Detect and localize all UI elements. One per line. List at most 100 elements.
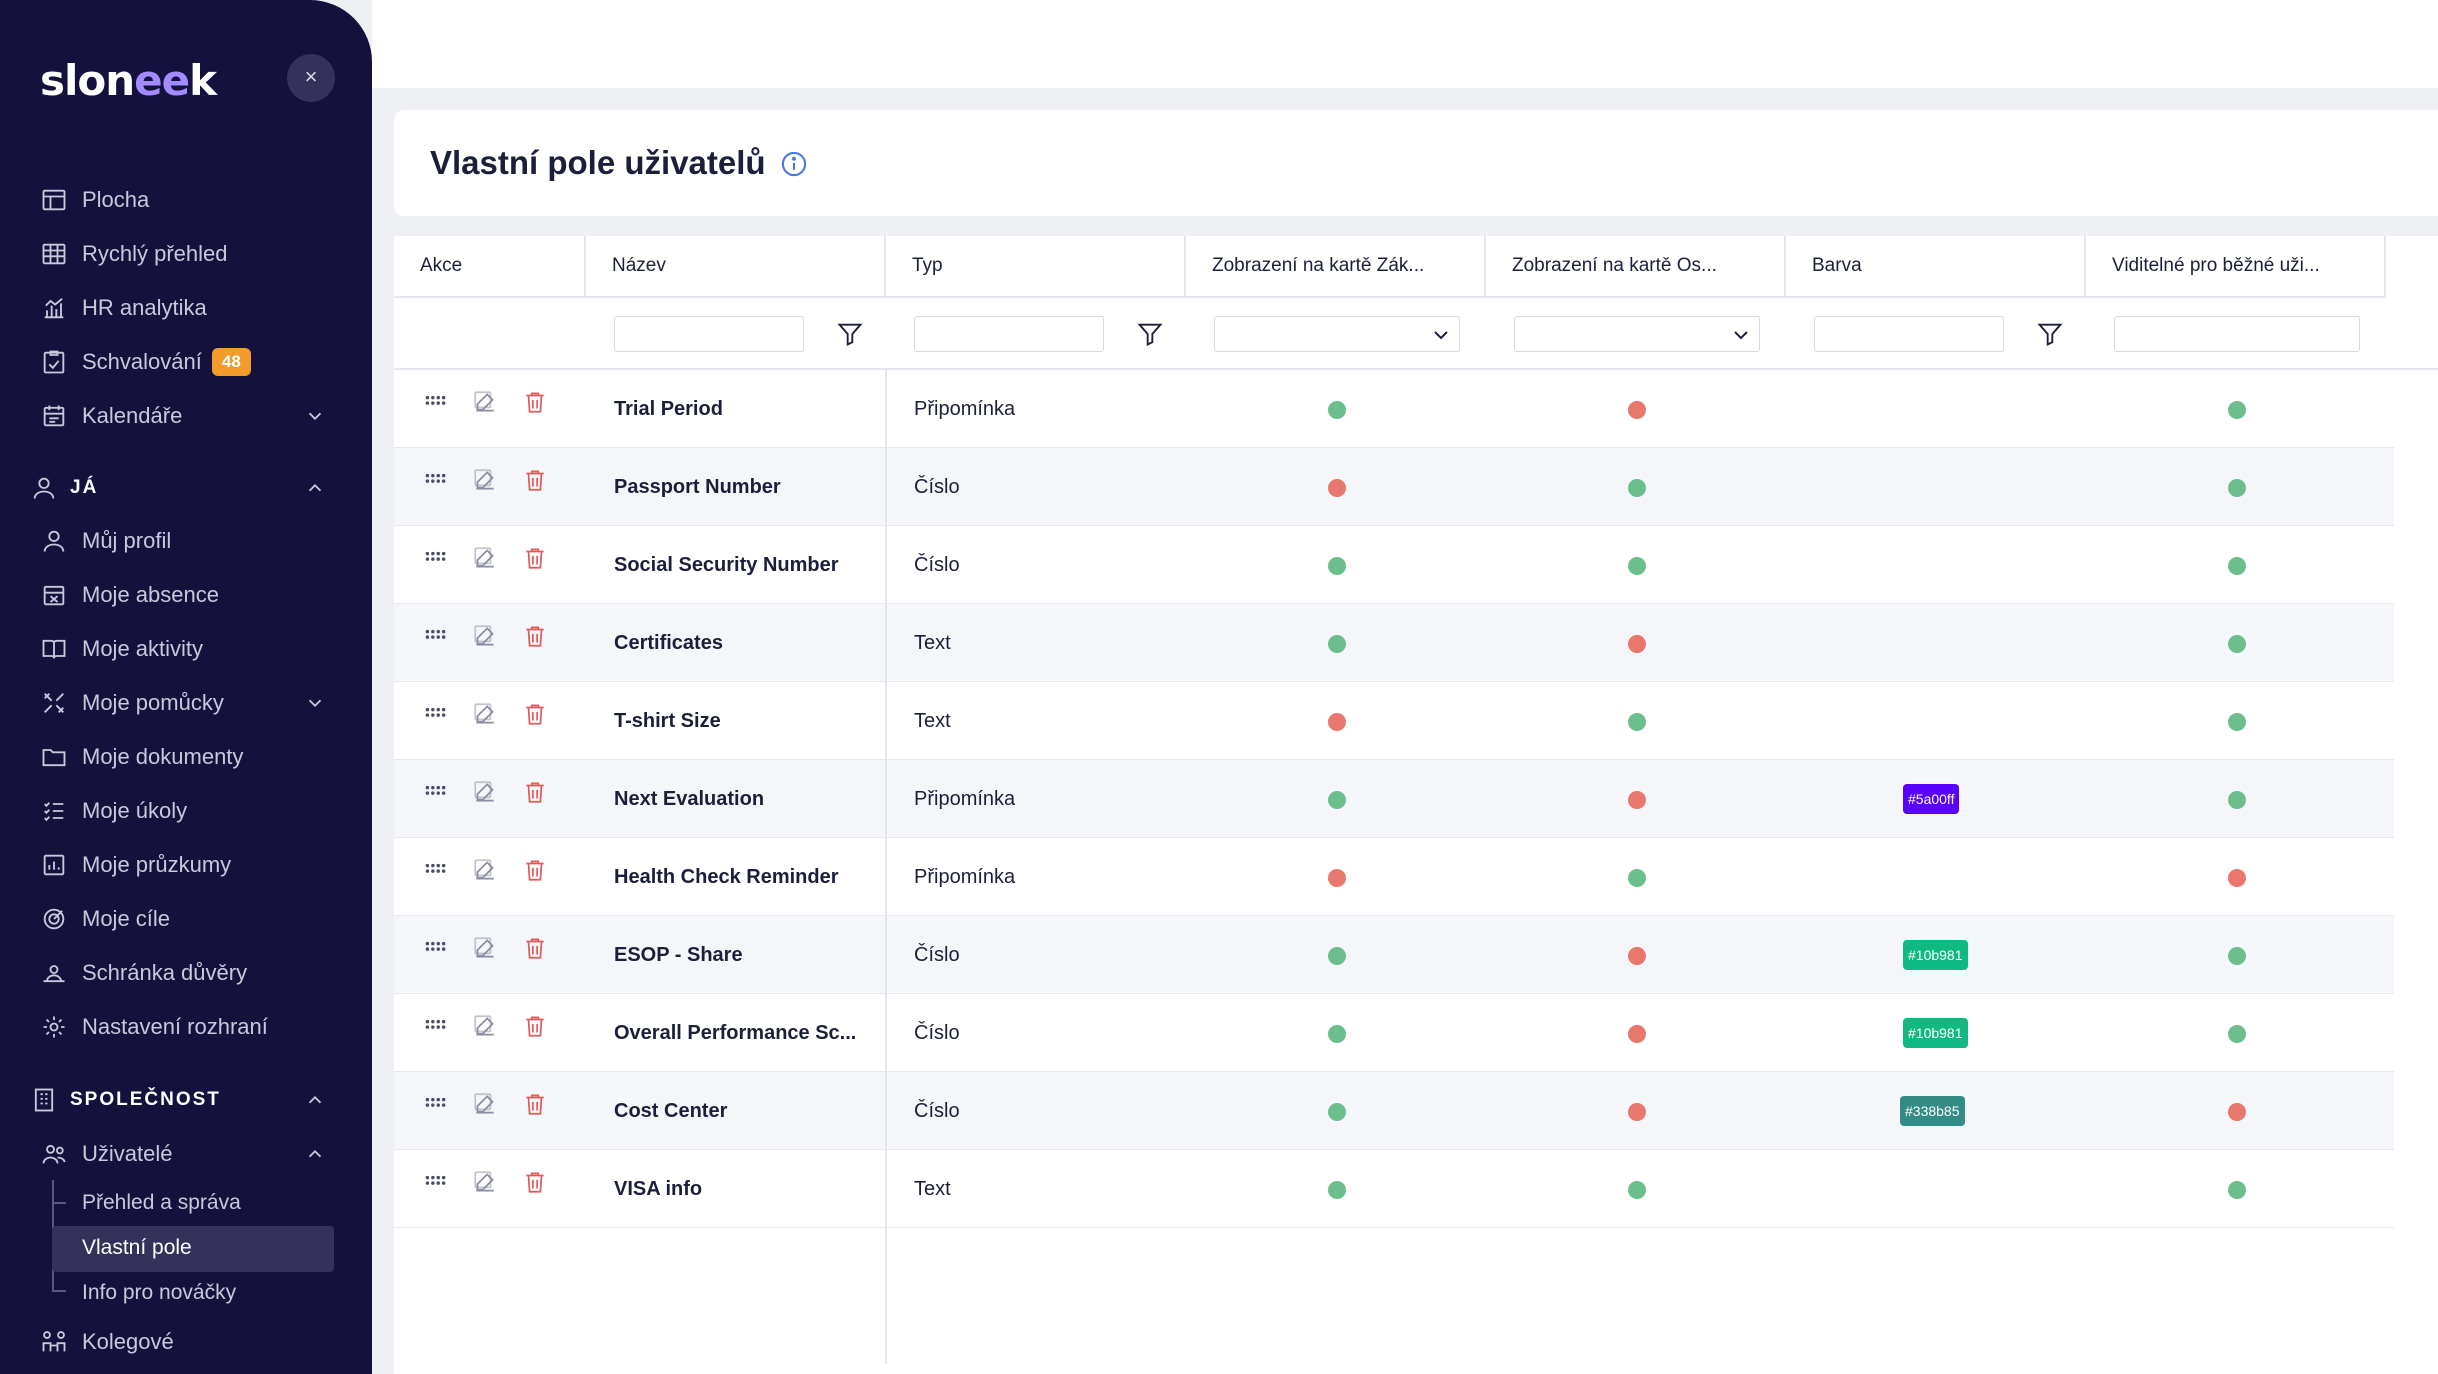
sidebar-item-survey[interactable]: Moje průzkumy xyxy=(40,845,231,885)
delete-icon[interactable] xyxy=(522,1091,548,1117)
tools-icon xyxy=(40,689,68,717)
header-col-card-b[interactable]: Zobrazení na kartě Os... xyxy=(1486,236,1786,298)
header-col-color[interactable]: Barva xyxy=(1786,236,2086,298)
delete-icon[interactable] xyxy=(522,779,548,805)
header-col-type[interactable]: Typ xyxy=(886,236,1186,298)
table-row[interactable]: VISA info Text xyxy=(394,1150,2394,1228)
drag-handle-icon[interactable] xyxy=(422,779,448,805)
drag-handle-icon[interactable] xyxy=(422,857,448,883)
table-row[interactable]: Next Evaluation Připomínka #5a00ff xyxy=(394,760,2394,838)
delete-icon[interactable] xyxy=(522,623,548,649)
table-row[interactable]: ESOP - Share Číslo #10b981 xyxy=(394,916,2394,994)
drag-handle-icon[interactable] xyxy=(422,623,448,649)
delete-icon[interactable] xyxy=(522,467,548,493)
header-col-visible[interactable]: Viditelné pro běžné uži... xyxy=(2086,236,2386,298)
table-row[interactable]: Trial Period Připomínka xyxy=(394,370,2394,448)
delete-icon[interactable] xyxy=(522,701,548,727)
filter-card-a-select[interactable] xyxy=(1214,316,1460,352)
logo[interactable]: sloneek xyxy=(40,56,217,105)
filter-icon[interactable] xyxy=(2036,320,2064,348)
sidebar-item-folder[interactable]: Moje dokumenty xyxy=(40,737,243,777)
sidebar-item-colleagues[interactable]: Kolegové xyxy=(40,1322,174,1362)
edit-icon[interactable] xyxy=(472,935,498,961)
info-icon[interactable] xyxy=(780,150,808,178)
edit-icon[interactable] xyxy=(472,467,498,493)
card-a-status-dot xyxy=(1328,1025,1346,1043)
trust-icon xyxy=(40,959,68,987)
edit-icon[interactable] xyxy=(472,779,498,805)
filter-card-b-select[interactable] xyxy=(1514,316,1760,352)
close-sidebar-button[interactable]: × xyxy=(287,54,335,102)
delete-icon[interactable] xyxy=(522,545,548,571)
edit-icon[interactable] xyxy=(472,701,498,727)
sidebar-item-layout[interactable]: Plocha xyxy=(40,180,149,220)
card-b-status-dot xyxy=(1628,947,1646,965)
chevron-down-icon xyxy=(1434,331,1448,340)
field-type: Připomínka xyxy=(914,788,1016,810)
edit-icon[interactable] xyxy=(472,857,498,883)
sidebar-item-approval[interactable]: Schvalování 48 xyxy=(40,342,251,382)
chevron-down-icon[interactable] xyxy=(304,692,326,714)
sidebar-item-tasks[interactable]: Moje úkoly xyxy=(40,791,187,831)
drag-handle-icon[interactable] xyxy=(422,701,448,727)
filter-icon[interactable] xyxy=(1136,320,1164,348)
sidebar-item-absence[interactable]: Moje absence xyxy=(40,575,219,615)
drag-handle-icon[interactable] xyxy=(422,467,448,493)
table-row[interactable]: Overall Performance Sc... Číslo #10b981 xyxy=(394,994,2394,1072)
chevron-down-icon[interactable] xyxy=(304,405,326,427)
table-row[interactable]: Health Check Reminder Připomínka xyxy=(394,838,2394,916)
edit-icon[interactable] xyxy=(472,623,498,649)
section-company-header[interactable]: SPOLEČNOST xyxy=(30,1080,221,1120)
sidebar-item-users[interactable]: Uživatelé xyxy=(40,1134,172,1174)
chevron-up-icon[interactable] xyxy=(304,1089,326,1111)
delete-icon[interactable] xyxy=(522,389,548,415)
chevron-up-icon[interactable] xyxy=(304,1143,326,1165)
sidebar-item-chart[interactable]: HR analytika xyxy=(40,288,207,328)
filter-name-input[interactable] xyxy=(614,316,804,352)
delete-icon[interactable] xyxy=(522,935,548,961)
field-name: Trial Period xyxy=(614,398,723,420)
edit-icon[interactable] xyxy=(472,1091,498,1117)
sidebar-item-tools[interactable]: Moje pomůcky xyxy=(40,683,224,723)
table-row[interactable]: Passport Number Číslo xyxy=(394,448,2394,526)
sidebar-item-trust[interactable]: Schránka důvěry xyxy=(40,953,247,993)
header-col-card-a[interactable]: Zobrazení na kartě Zák... xyxy=(1186,236,1486,298)
header-col-name[interactable]: Název xyxy=(586,236,886,298)
chevron-up-icon[interactable] xyxy=(304,477,326,499)
edit-icon[interactable] xyxy=(472,1013,498,1039)
sidebar-item-settings[interactable]: Nastavení rozhraní xyxy=(40,1007,268,1047)
sidebar-item-user[interactable]: Můj profil xyxy=(40,521,171,561)
drag-handle-icon[interactable] xyxy=(422,1169,448,1195)
drag-handle-icon[interactable] xyxy=(422,935,448,961)
sidebar-item-calendar[interactable]: Kalendáře xyxy=(40,396,182,436)
delete-icon[interactable] xyxy=(522,857,548,883)
edit-icon[interactable] xyxy=(472,389,498,415)
sidebar-item-grid[interactable]: Rychlý přehled xyxy=(40,234,228,274)
table-row[interactable]: Cost Center Číslo #338b85 xyxy=(394,1072,2394,1150)
drag-handle-icon[interactable] xyxy=(422,389,448,415)
section-me-header[interactable]: JÁ xyxy=(30,468,98,508)
sidebar-subitem-custom-fields[interactable]: Vlastní pole xyxy=(82,1236,192,1259)
drag-handle-icon[interactable] xyxy=(422,545,448,571)
field-name: Passport Number xyxy=(614,476,781,498)
table-row[interactable]: T-shirt Size Text xyxy=(394,682,2394,760)
filter-type-input[interactable] xyxy=(914,316,1104,352)
table-row[interactable]: Social Security Number Číslo xyxy=(394,526,2394,604)
drag-handle-icon[interactable] xyxy=(422,1091,448,1117)
sidebar-subitem-overview[interactable]: Přehled a správa xyxy=(82,1191,241,1214)
card-b-status-dot xyxy=(1628,635,1646,653)
filter-visible-input[interactable] xyxy=(2114,316,2360,352)
edit-icon[interactable] xyxy=(472,1169,498,1195)
sidebar-item-book[interactable]: Moje aktivity xyxy=(40,629,203,669)
field-name: Social Security Number xyxy=(614,554,839,576)
sidebar-subitem-onboarding[interactable]: Info pro nováčky xyxy=(82,1281,237,1304)
header-col-actions[interactable]: Akce xyxy=(394,236,586,298)
filter-icon[interactable] xyxy=(836,320,864,348)
sidebar-item-target[interactable]: Moje cíle xyxy=(40,899,170,939)
filter-color-input[interactable] xyxy=(1814,316,2004,352)
delete-icon[interactable] xyxy=(522,1169,548,1195)
table-row[interactable]: Certificates Text xyxy=(394,604,2394,682)
drag-handle-icon[interactable] xyxy=(422,1013,448,1039)
edit-icon[interactable] xyxy=(472,545,498,571)
delete-icon[interactable] xyxy=(522,1013,548,1039)
